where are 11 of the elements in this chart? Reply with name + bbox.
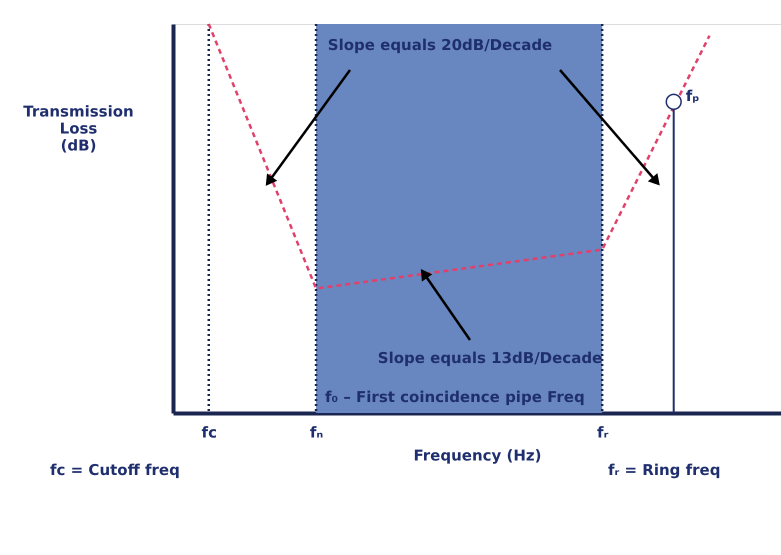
x-tick-label: fᵣ — [597, 424, 609, 442]
annotation: f₀ – First coincidence pipe Freq — [325, 388, 585, 406]
x-axis-title: Frequency (Hz) — [413, 446, 542, 464]
x-tick-label: fc — [202, 424, 217, 442]
y-axis-title: Transmission Loss (dB) — [23, 102, 134, 154]
x-tick-label: fₙ — [310, 424, 324, 442]
text: fc = Cutoff freq — [50, 461, 180, 479]
series-label: fₚ — [686, 86, 700, 105]
text: fᵣ = Ring freq — [608, 461, 720, 479]
annotation: Slope equals 20dB/Decade — [328, 36, 552, 54]
annotation: Slope equals 13dB/Decade — [378, 349, 602, 367]
